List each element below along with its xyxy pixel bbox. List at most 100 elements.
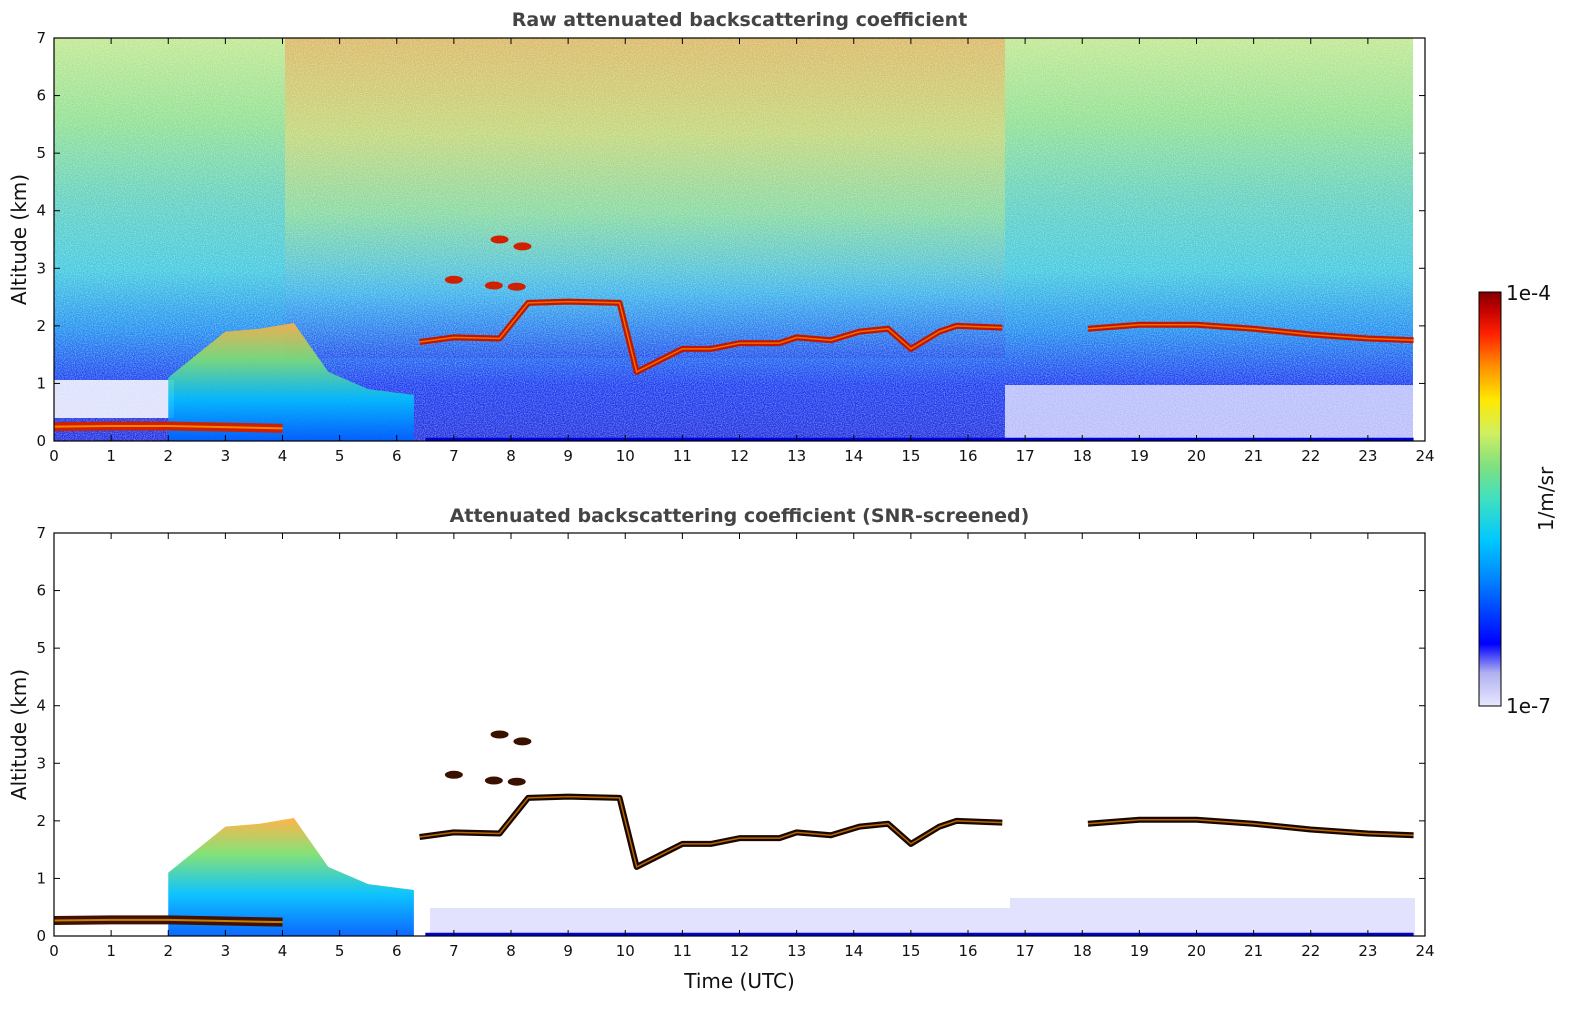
screened-x-tick-label: 17 bbox=[1016, 942, 1035, 960]
screened-y-tick-label: 7 bbox=[36, 524, 46, 542]
screened-x-tick-label: 19 bbox=[1130, 942, 1149, 960]
screened-isolated-cloud bbox=[490, 730, 509, 739]
colorbar-unit-label: 1/m/sr bbox=[1534, 466, 1558, 531]
screened-x-tick-label: 24 bbox=[1415, 942, 1434, 960]
raw-features bbox=[54, 235, 1414, 441]
raw-y-tick-label: 7 bbox=[36, 29, 46, 47]
screened-x-tick-label: 23 bbox=[1358, 942, 1377, 960]
screened-y-tick-label: 6 bbox=[36, 582, 46, 600]
screened-y-tick-label: 3 bbox=[36, 754, 46, 772]
raw-x-tick-label: 1 bbox=[106, 447, 116, 465]
raw-x-tick-label: 12 bbox=[730, 447, 749, 465]
raw-x-tick-label: 0 bbox=[49, 447, 59, 465]
screened-x-tick-label: 18 bbox=[1073, 942, 1092, 960]
screened-x-tick-label: 15 bbox=[901, 942, 920, 960]
screened-panel: Attenuated backscattering coefficient (S… bbox=[7, 505, 1435, 993]
screened-heatmap bbox=[54, 533, 1425, 936]
screened-isolated-cloud bbox=[444, 770, 463, 779]
raw-x-tick-label: 14 bbox=[844, 447, 863, 465]
raw-x-tick-label: 17 bbox=[1016, 447, 1035, 465]
screened-isolated-cloud bbox=[507, 777, 526, 786]
raw-y-tick-label: 4 bbox=[36, 202, 46, 220]
raw-x-tick-label: 24 bbox=[1415, 447, 1434, 465]
screened-x-tick-label: 12 bbox=[730, 942, 749, 960]
screened-x-tick-label: 16 bbox=[958, 942, 977, 960]
raw-x-tick-label: 22 bbox=[1301, 447, 1320, 465]
screened-x-tick-label: 6 bbox=[392, 942, 402, 960]
screened-y-ticks: 0 1 2 3 4 5 6 7 bbox=[36, 524, 1425, 945]
raw-x-tick-label: 15 bbox=[901, 447, 920, 465]
colorbar: 1e-4 1e-7 1/m/sr bbox=[1478, 281, 1558, 718]
raw-y-tick-label: 6 bbox=[36, 87, 46, 105]
screened-x-tick-label: 4 bbox=[278, 942, 288, 960]
raw-x-tick-label: 16 bbox=[958, 447, 977, 465]
raw-x-tick-label: 10 bbox=[616, 447, 635, 465]
raw-y-tick-label: 2 bbox=[36, 317, 46, 335]
screened-x-tick-label: 20 bbox=[1187, 942, 1206, 960]
raw-y-axis-label: Altitude (km) bbox=[7, 174, 31, 305]
screened-low-haze-right bbox=[1010, 898, 1415, 936]
screened-y-tick-label: 5 bbox=[36, 639, 46, 657]
raw-x-tick-label: 13 bbox=[787, 447, 806, 465]
x-axis-label: Time (UTC) bbox=[683, 969, 795, 993]
screened-x-tick-label: 10 bbox=[616, 942, 635, 960]
raw-isolated-cloud bbox=[484, 281, 503, 290]
screened-x-tick-label: 9 bbox=[563, 942, 573, 960]
raw-right-pad bbox=[1413, 38, 1425, 441]
screened-x-tick-label: 7 bbox=[449, 942, 459, 960]
raw-isolated-cloud bbox=[513, 242, 532, 251]
screened-features bbox=[54, 730, 1414, 936]
screened-cloud-layer-edge bbox=[419, 795, 1003, 869]
screened-surface-layer-edge bbox=[54, 918, 283, 924]
raw-y-tick-label: 0 bbox=[36, 432, 46, 450]
raw-y-ticks: 0 1 2 3 4 5 6 7 bbox=[36, 29, 1425, 450]
raw-x-tick-label: 21 bbox=[1244, 447, 1263, 465]
raw-x-tick-label: 19 bbox=[1130, 447, 1149, 465]
raw-panel: Raw attenuated backscattering coefficien… bbox=[7, 9, 1435, 465]
screened-y-tick-label: 4 bbox=[36, 697, 46, 715]
screened-y-axis-label: Altitude (km) bbox=[7, 669, 31, 800]
raw-panel-title: Raw attenuated backscattering coefficien… bbox=[512, 9, 968, 31]
colorbar-gradient bbox=[1478, 291, 1502, 707]
screened-x-tick-label: 0 bbox=[49, 942, 59, 960]
raw-x-tick-label: 23 bbox=[1358, 447, 1377, 465]
raw-x-tick-label: 3 bbox=[221, 447, 231, 465]
screened-isolated-cloud bbox=[513, 737, 532, 746]
raw-x-tick-label: 6 bbox=[392, 447, 402, 465]
raw-x-tick-label: 5 bbox=[335, 447, 345, 465]
screened-panel-title: Attenuated backscattering coefficient (S… bbox=[450, 505, 1030, 527]
screened-x-tick-label: 2 bbox=[163, 942, 173, 960]
raw-isolated-cloud bbox=[444, 275, 463, 284]
raw-y-tick-label: 5 bbox=[36, 144, 46, 162]
screened-x-tick-label: 14 bbox=[844, 942, 863, 960]
screened-x-tick-label: 21 bbox=[1244, 942, 1263, 960]
screened-y-tick-label: 2 bbox=[36, 812, 46, 830]
screened-x-tick-label: 5 bbox=[335, 942, 345, 960]
raw-isolated-cloud bbox=[490, 235, 509, 244]
raw-surface-layer-edge bbox=[54, 425, 283, 430]
raw-x-tick-label: 11 bbox=[673, 447, 692, 465]
raw-x-tick-label: 20 bbox=[1187, 447, 1206, 465]
screened-x-tick-label: 1 bbox=[106, 942, 116, 960]
screened-x-tick-label: 3 bbox=[221, 942, 231, 960]
screened-x-tick-label: 22 bbox=[1301, 942, 1320, 960]
raw-y-tick-label: 3 bbox=[36, 259, 46, 277]
colorbar-max-label: 1e-4 bbox=[1506, 281, 1551, 305]
colorbar-min-label: 1e-7 bbox=[1506, 694, 1551, 718]
raw-cloud-layer-edge bbox=[1087, 323, 1414, 341]
screened-y-tick-label: 0 bbox=[36, 927, 46, 945]
screened-x-ticks: 0 1 2 3 4 5 6 7 8 9 10 11 12 13 14 15 16 17 18 19 20 21 22 23 24 bbox=[49, 533, 1435, 960]
raw-x-tick-label: 18 bbox=[1073, 447, 1092, 465]
screened-convective-boundary bbox=[168, 817, 414, 936]
raw-y-tick-label: 1 bbox=[36, 374, 46, 392]
raw-x-tick-label: 7 bbox=[449, 447, 459, 465]
raw-cloud-layer-edge bbox=[419, 300, 1003, 374]
screened-y-tick-label: 1 bbox=[36, 869, 46, 887]
raw-x-tick-label: 4 bbox=[278, 447, 288, 465]
screened-x-tick-label: 11 bbox=[673, 942, 692, 960]
screened-x-tick-label: 8 bbox=[506, 942, 516, 960]
raw-x-tick-label: 2 bbox=[163, 447, 173, 465]
raw-x-tick-label: 8 bbox=[506, 447, 516, 465]
raw-isolated-cloud bbox=[507, 282, 526, 291]
